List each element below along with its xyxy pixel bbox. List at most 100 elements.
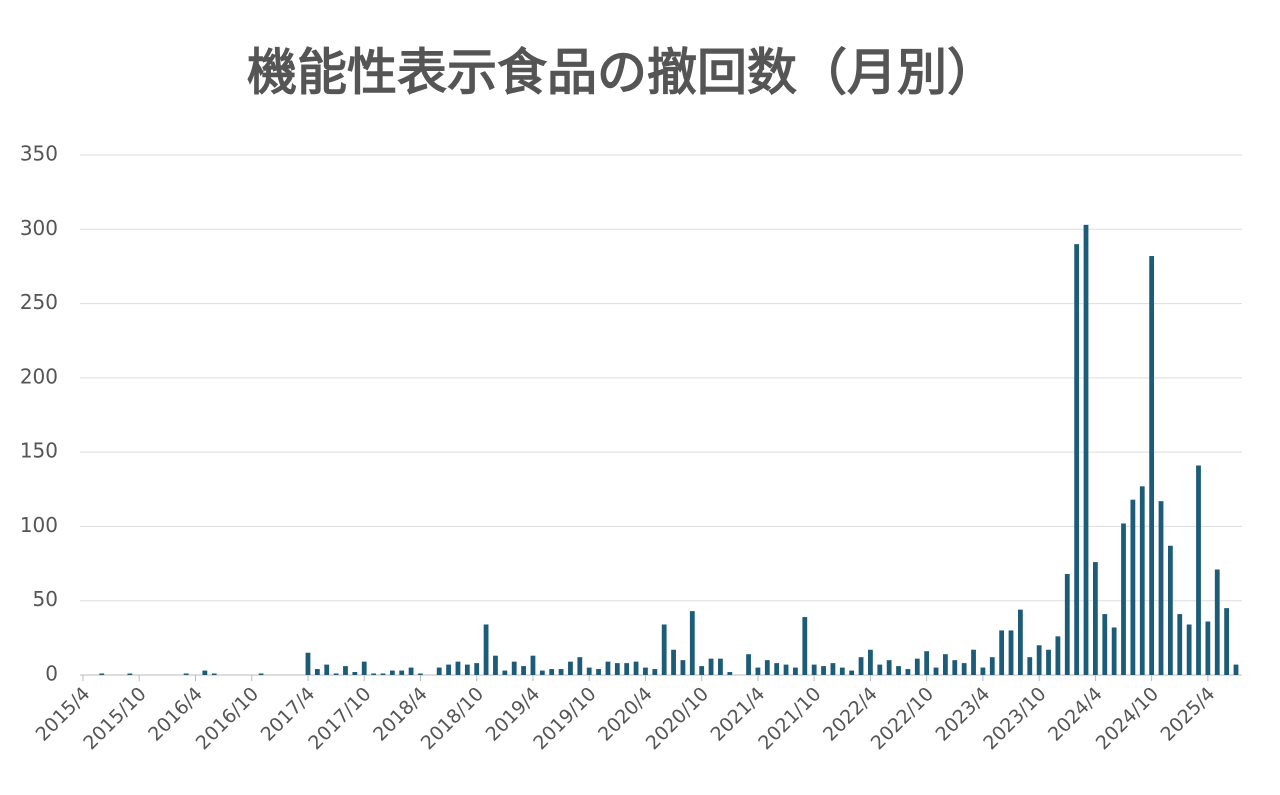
bar — [1027, 657, 1033, 675]
bar — [202, 670, 208, 675]
bar — [1055, 636, 1061, 675]
x-tick-label: 2019/10 — [529, 683, 600, 754]
bar — [961, 663, 967, 675]
bar — [464, 664, 470, 675]
bar — [493, 655, 498, 675]
x-tick-label: 2020/10 — [642, 683, 713, 754]
bar — [1064, 573, 1070, 675]
bar — [896, 666, 901, 675]
bar — [643, 667, 648, 675]
bar — [1083, 224, 1089, 676]
x-tick-label: 2025/4 — [1156, 683, 1219, 746]
bar — [99, 673, 105, 675]
bar — [1205, 621, 1211, 675]
bar — [127, 673, 133, 675]
bar — [671, 649, 676, 675]
y-tick-label: 350 — [20, 142, 58, 166]
bar — [605, 661, 611, 675]
bar — [1121, 523, 1126, 675]
chart-title: 機能性表示食品の撤回数（月別） — [247, 44, 997, 102]
bar — [1139, 486, 1145, 675]
bar — [446, 664, 451, 675]
bar — [371, 673, 376, 675]
bar — [1224, 608, 1230, 675]
x-tick-label: 2016/10 — [192, 683, 263, 754]
y-tick-label: 200 — [20, 364, 58, 388]
bar — [868, 649, 873, 675]
bar — [802, 617, 808, 675]
bar — [933, 667, 939, 675]
y-tick-label: 100 — [20, 513, 58, 537]
bar — [689, 611, 695, 675]
bar — [708, 658, 714, 675]
x-tick-label: 2024/10 — [1092, 683, 1163, 754]
bar — [858, 657, 864, 675]
bar — [1196, 465, 1201, 675]
x-tick-label: 2015/10 — [79, 683, 150, 754]
bar — [389, 670, 395, 675]
bar — [258, 673, 264, 675]
bar — [474, 663, 480, 675]
bar — [408, 667, 414, 675]
bar — [1186, 624, 1192, 675]
bar — [530, 655, 536, 675]
bar — [539, 670, 545, 675]
bar — [343, 666, 348, 675]
bar — [1158, 501, 1164, 675]
bar — [614, 663, 620, 675]
bar — [624, 663, 630, 675]
bar — [886, 660, 892, 675]
bar — [718, 658, 723, 675]
bar — [989, 657, 995, 675]
x-tick-label: 2022/10 — [867, 683, 938, 754]
bar — [811, 664, 817, 675]
bar — [1036, 645, 1042, 675]
bar — [1149, 256, 1155, 675]
bar — [596, 669, 601, 675]
bar — [830, 663, 836, 675]
bar — [352, 672, 358, 675]
bar — [1008, 630, 1014, 675]
bar — [924, 651, 930, 675]
y-tick-label: 50 — [33, 587, 58, 611]
y-tick-label: 150 — [20, 439, 58, 463]
bar — [1233, 664, 1239, 675]
bar — [793, 667, 798, 675]
bar — [324, 664, 330, 675]
bar — [380, 673, 386, 675]
bar — [511, 661, 517, 675]
bar — [727, 672, 733, 675]
bar — [1111, 627, 1117, 675]
bar — [211, 673, 217, 675]
x-tick-label: 2021/10 — [754, 683, 825, 754]
x-tick-label: 2018/10 — [417, 683, 488, 754]
bar — [849, 670, 855, 675]
bar — [436, 667, 442, 675]
bar — [483, 624, 489, 675]
bar — [361, 661, 367, 675]
bar — [680, 660, 686, 675]
bar — [1102, 614, 1108, 675]
bar — [652, 669, 658, 675]
bar — [502, 670, 508, 675]
bar — [839, 667, 845, 675]
bar — [661, 624, 667, 675]
x-tick-label: 2023/10 — [979, 683, 1050, 754]
bar — [699, 666, 705, 675]
bar — [1017, 609, 1023, 675]
bar — [521, 666, 526, 675]
bar — [1167, 545, 1173, 675]
bar — [783, 664, 789, 675]
bar — [905, 669, 911, 675]
bar — [549, 669, 555, 675]
bar — [821, 666, 826, 675]
bar — [558, 669, 564, 675]
bar — [183, 673, 189, 675]
bar — [455, 661, 461, 675]
bar — [568, 661, 573, 675]
bar — [999, 630, 1005, 675]
bar — [1074, 244, 1080, 675]
bar — [952, 660, 958, 675]
bar — [971, 649, 976, 675]
